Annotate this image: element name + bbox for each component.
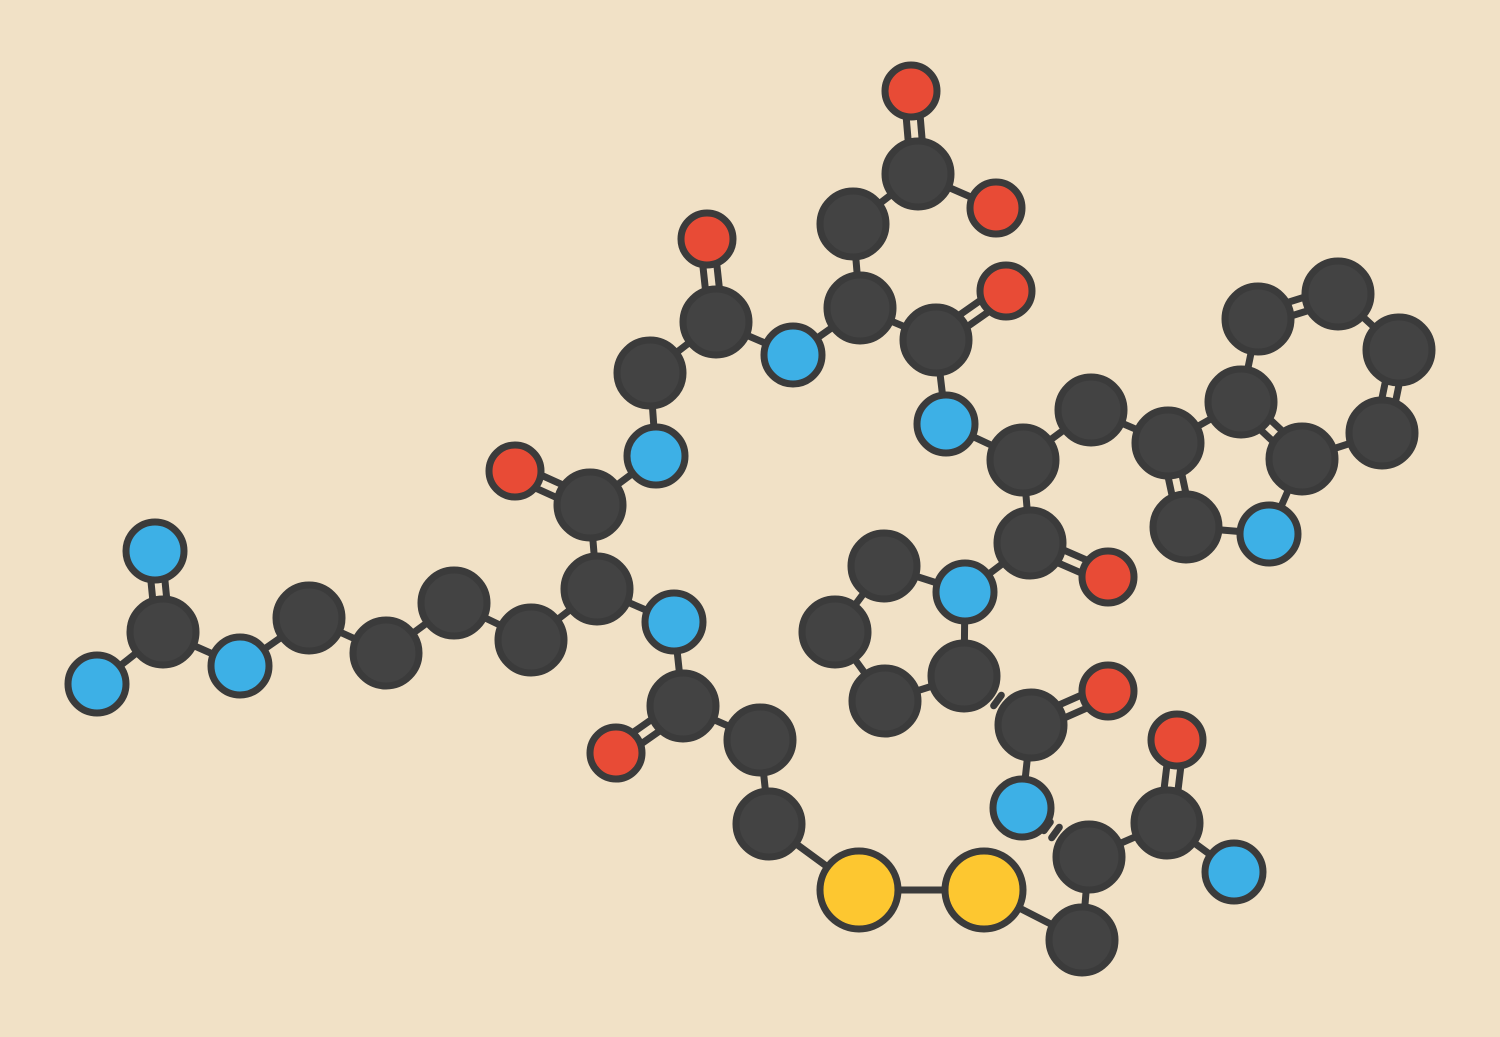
- nitrogen-atom: [932, 559, 998, 625]
- carbon-atom: [848, 664, 922, 738]
- carbon-atom: [349, 616, 423, 690]
- oxygen-atom: [677, 209, 737, 269]
- nitrogen-atom: [641, 589, 707, 655]
- carbon-atom: [993, 506, 1067, 580]
- carbon-atom: [816, 187, 890, 261]
- nitrogen-atom: [1201, 839, 1267, 905]
- nitrogen-atom: [623, 423, 689, 489]
- carbon-atom: [986, 423, 1060, 497]
- carbon-atom: [927, 639, 1001, 713]
- oxygen-atom: [485, 441, 545, 501]
- carbon-atom: [1054, 373, 1128, 447]
- carbon-atom: [1301, 257, 1375, 331]
- carbon-atom: [560, 552, 634, 626]
- carbon-atom: [732, 787, 806, 861]
- carbon-atom: [881, 137, 955, 211]
- sulfur-atom: [941, 847, 1027, 933]
- oxygen-atom: [586, 723, 646, 783]
- nitrogen-atom: [1236, 501, 1302, 567]
- nitrogen-atom: [64, 651, 130, 717]
- carbon-atom: [272, 581, 346, 655]
- carbon-atom: [1345, 396, 1419, 470]
- nitrogen-atom: [122, 518, 188, 584]
- carbon-atom: [823, 271, 897, 345]
- carbon-atom: [899, 303, 973, 377]
- oxygen-atom: [976, 261, 1036, 321]
- carbon-atom: [1362, 313, 1436, 387]
- carbon-atom: [417, 566, 491, 640]
- carbon-atom: [1149, 490, 1223, 564]
- bond-n9-c30-hash: [1048, 823, 1063, 842]
- carbon-atom: [126, 595, 200, 669]
- carbon-atom: [1221, 282, 1295, 356]
- oxygen-atom: [881, 61, 941, 121]
- oxygen-atom: [1078, 661, 1138, 721]
- carbon-atom: [994, 688, 1068, 762]
- carbon-atom: [1265, 422, 1339, 496]
- carbon-atom: [847, 529, 921, 603]
- carbon-atom: [553, 468, 627, 542]
- carbon-atom: [1052, 820, 1126, 894]
- carbon-atom: [679, 285, 753, 359]
- carbon-atom: [613, 336, 687, 410]
- nitrogen-atom: [760, 322, 826, 388]
- sulfur-atom: [816, 847, 902, 933]
- atom-layer: [64, 61, 1436, 977]
- carbon-atom: [1045, 903, 1119, 977]
- carbon-atom: [723, 703, 797, 777]
- oxygen-atom: [1078, 547, 1138, 607]
- bond-c28-c29-hash: [990, 691, 1005, 710]
- oxygen-atom: [966, 178, 1026, 238]
- carbon-atom: [494, 603, 568, 677]
- carbon-atom: [646, 669, 720, 743]
- carbon-atom: [798, 595, 872, 669]
- carbon-atom: [1131, 406, 1205, 480]
- nitrogen-atom: [913, 391, 979, 457]
- carbon-atom: [1130, 786, 1204, 860]
- nitrogen-atom: [207, 633, 273, 699]
- oxygen-atom: [1147, 710, 1207, 770]
- carbon-atom: [1204, 365, 1278, 439]
- nitrogen-atom: [989, 775, 1055, 841]
